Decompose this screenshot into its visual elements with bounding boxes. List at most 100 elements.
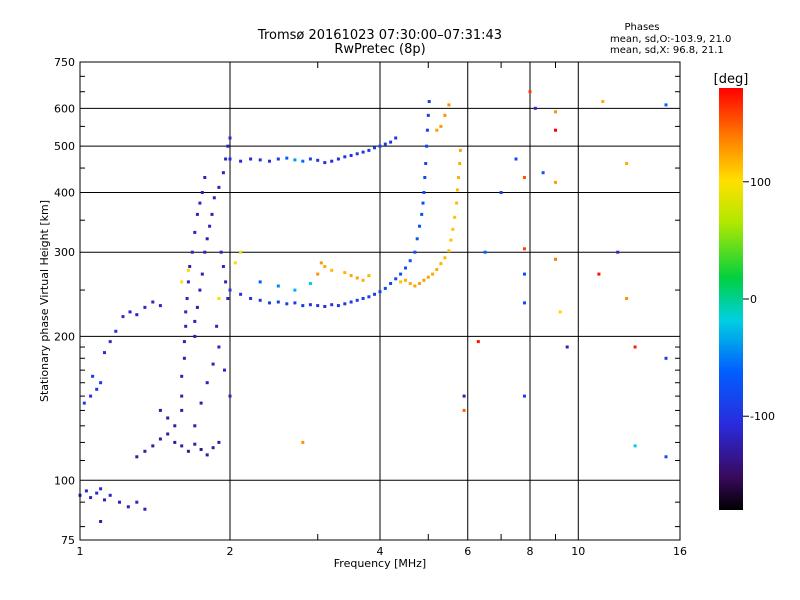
data-point	[186, 280, 190, 284]
data-point	[394, 136, 398, 140]
data-point	[203, 250, 207, 254]
data-point	[499, 191, 503, 194]
data-point	[514, 157, 518, 161]
chart-subtitle: RwPretec (8p)	[334, 42, 425, 57]
data-point	[554, 128, 557, 132]
data-point	[135, 313, 139, 317]
data-point	[205, 453, 209, 457]
data-point	[533, 106, 537, 110]
data-point	[421, 201, 425, 205]
data-point	[103, 498, 106, 502]
x-tick-label: 10	[571, 545, 585, 558]
data-point	[95, 387, 99, 391]
data-point	[422, 278, 426, 282]
data-point	[193, 424, 197, 428]
data-point	[664, 356, 668, 360]
data-point	[184, 310, 188, 314]
data-point	[349, 300, 353, 304]
data-point	[408, 282, 412, 285]
colorbar-tick-label: 0	[750, 293, 757, 306]
data-point	[199, 401, 203, 405]
data-point	[554, 257, 557, 261]
data-point	[443, 113, 447, 117]
data-point	[143, 449, 147, 453]
x-tick-label: 8	[527, 545, 534, 558]
data-point	[126, 505, 130, 509]
data-point	[373, 292, 376, 296]
data-point	[616, 250, 620, 254]
y-tick-label: 750	[54, 56, 75, 69]
chart-title: Tromsø 20161023 07:30:00–07:31:43	[257, 28, 502, 43]
data-point	[268, 159, 271, 163]
data-point	[188, 265, 192, 268]
data-point	[633, 444, 637, 448]
data-point	[89, 394, 93, 398]
data-point	[554, 110, 557, 114]
data-point	[99, 381, 103, 385]
data-point	[420, 212, 424, 216]
data-point	[135, 455, 139, 459]
data-point	[173, 424, 177, 428]
data-point	[413, 250, 417, 254]
data-point	[447, 249, 451, 253]
data-point	[528, 90, 532, 94]
data-point	[249, 157, 253, 161]
data-point	[208, 224, 212, 228]
stats-line-x: mean, sd,X: 96.8, 21.1	[610, 45, 724, 56]
data-point	[239, 159, 243, 163]
data-points	[78, 90, 668, 523]
data-point	[217, 297, 221, 300]
data-point	[462, 394, 466, 398]
data-point	[413, 284, 417, 288]
data-point	[219, 250, 223, 254]
data-point	[180, 408, 184, 412]
data-point	[383, 142, 387, 146]
data-point	[483, 250, 487, 254]
data-point	[276, 157, 280, 161]
data-point	[182, 340, 186, 344]
x-tick-label: 1	[77, 545, 84, 558]
data-point	[198, 201, 202, 205]
data-point	[425, 144, 429, 148]
data-point	[523, 301, 526, 305]
data-point	[223, 368, 226, 372]
data-point	[451, 227, 455, 231]
data-point	[367, 148, 371, 152]
data-point	[523, 394, 526, 398]
data-point	[541, 171, 545, 175]
data-point	[330, 303, 334, 307]
data-point	[185, 297, 189, 300]
data-point	[293, 288, 297, 292]
data-point	[404, 278, 407, 282]
data-point	[458, 148, 462, 152]
data-point	[565, 345, 569, 349]
data-point	[143, 507, 147, 511]
data-point	[293, 158, 297, 162]
data-point	[633, 345, 637, 349]
data-point	[210, 212, 214, 216]
data-point	[343, 302, 347, 306]
data-point	[268, 301, 271, 305]
data-point	[625, 162, 629, 165]
y-tick-label: 300	[54, 246, 75, 259]
data-point	[190, 250, 194, 254]
data-point	[476, 340, 480, 344]
data-point	[200, 272, 204, 276]
data-point	[367, 295, 371, 299]
data-point	[193, 230, 197, 234]
data-point	[597, 272, 601, 276]
data-point	[355, 276, 359, 280]
data-point	[285, 302, 289, 306]
data-point	[330, 268, 334, 272]
data-point	[361, 278, 365, 282]
data-point	[205, 381, 209, 385]
data-point	[258, 158, 262, 162]
data-point	[308, 282, 312, 285]
data-point	[399, 272, 403, 276]
data-point	[205, 237, 209, 241]
y-tick-label: 400	[54, 186, 75, 199]
data-point	[373, 146, 376, 150]
data-point	[212, 196, 216, 200]
axis-ticks: 1 2 4 6 8 10 16 75 100 200 300 400 500 600 750	[54, 56, 687, 558]
